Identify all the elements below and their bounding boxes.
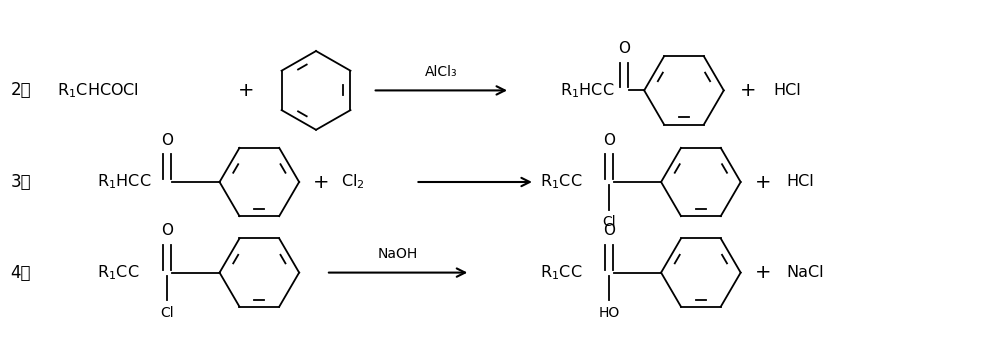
Text: O: O [603, 132, 615, 147]
Text: $\mathregular{R_1}$CC: $\mathregular{R_1}$CC [97, 263, 140, 282]
Text: $\mathregular{R_1}$CHCOCl: $\mathregular{R_1}$CHCOCl [57, 81, 139, 100]
Text: +: + [755, 263, 772, 282]
Text: NaOH: NaOH [378, 247, 418, 261]
Text: O: O [603, 223, 615, 238]
Text: HO: HO [599, 306, 620, 320]
Text: 4、: 4、 [11, 264, 31, 282]
Text: +: + [238, 81, 255, 100]
Text: Cl: Cl [160, 306, 174, 320]
Text: $\mathregular{R_1}$CC: $\mathregular{R_1}$CC [540, 173, 582, 191]
Text: HCl: HCl [786, 174, 814, 190]
Text: HCl: HCl [773, 83, 801, 98]
Text: $\mathregular{R_1}$HCC: $\mathregular{R_1}$HCC [97, 173, 152, 191]
Text: O: O [161, 132, 173, 147]
Text: 3、: 3、 [11, 173, 31, 191]
Text: O: O [161, 223, 173, 238]
Text: NaCl: NaCl [786, 265, 824, 280]
Text: $\mathregular{R_1}$HCC: $\mathregular{R_1}$HCC [560, 81, 614, 100]
Text: Cl$_2$: Cl$_2$ [341, 173, 365, 191]
Text: 2、: 2、 [11, 82, 31, 99]
Text: +: + [740, 81, 757, 100]
Text: AlCl₃: AlCl₃ [425, 64, 458, 79]
Text: +: + [313, 173, 329, 191]
Text: Cl: Cl [603, 215, 616, 229]
Text: +: + [755, 173, 772, 191]
Text: $\mathregular{R_1}$CC: $\mathregular{R_1}$CC [540, 263, 582, 282]
Text: O: O [618, 41, 630, 56]
